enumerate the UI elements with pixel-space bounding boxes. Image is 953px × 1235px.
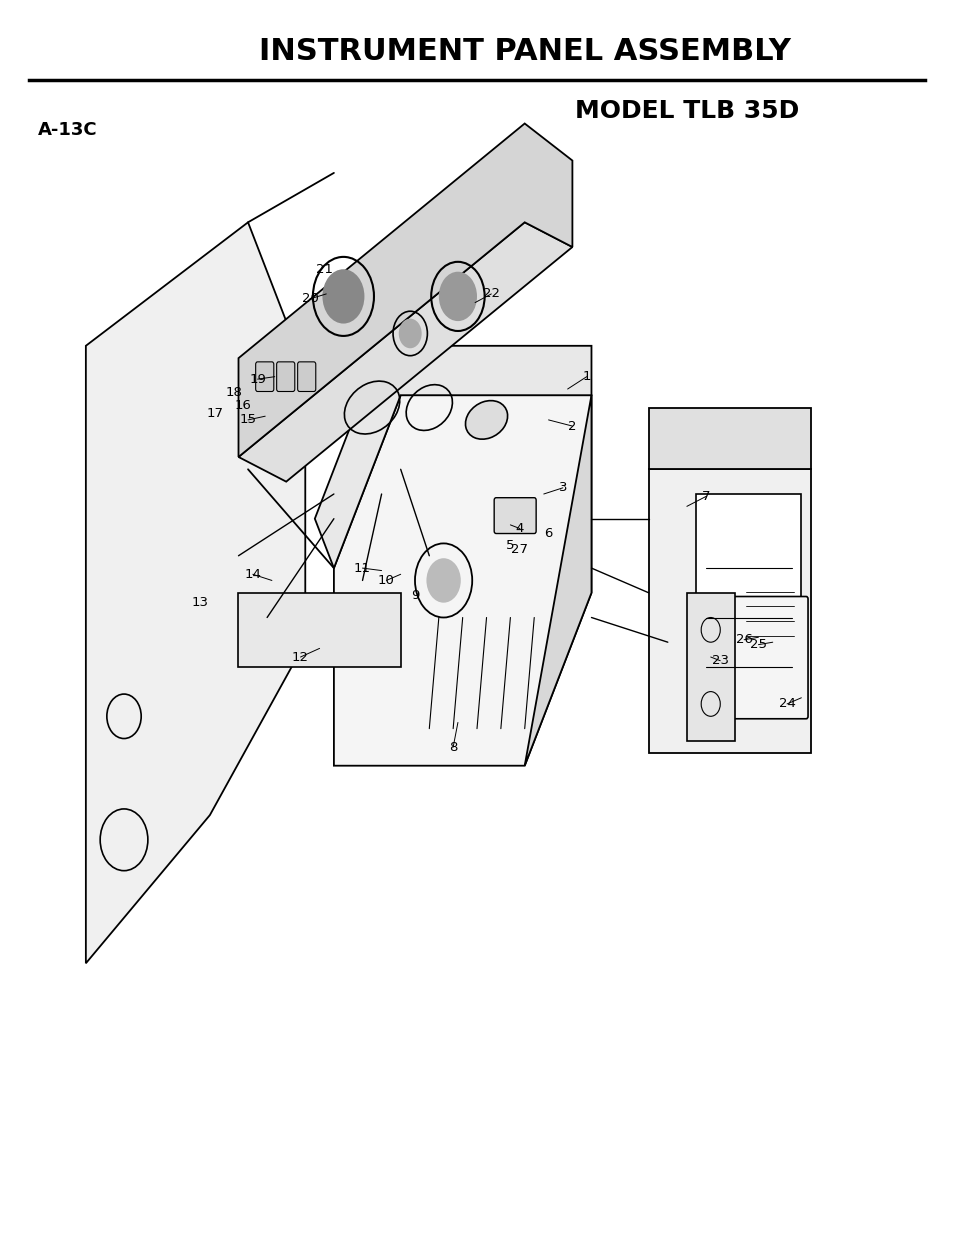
Text: 12: 12	[292, 651, 309, 663]
Ellipse shape	[465, 400, 507, 440]
Text: MODEL TLB 35D: MODEL TLB 35D	[574, 99, 799, 124]
Text: 26: 26	[735, 634, 752, 646]
Polygon shape	[334, 395, 591, 766]
Text: 2: 2	[568, 420, 576, 432]
Polygon shape	[696, 494, 801, 716]
FancyBboxPatch shape	[276, 362, 294, 391]
Text: 18: 18	[225, 387, 242, 399]
Text: 3: 3	[558, 482, 566, 494]
Text: 23: 23	[711, 655, 728, 667]
Text: 7: 7	[701, 490, 709, 503]
Text: 5: 5	[506, 540, 514, 552]
FancyBboxPatch shape	[494, 498, 536, 534]
Text: 9: 9	[411, 589, 418, 601]
Polygon shape	[86, 222, 305, 963]
Circle shape	[322, 269, 364, 324]
Text: 13: 13	[192, 597, 209, 609]
Text: 10: 10	[377, 574, 395, 587]
Text: 4: 4	[516, 522, 523, 535]
Circle shape	[438, 272, 476, 321]
Text: 17: 17	[206, 408, 223, 420]
FancyBboxPatch shape	[732, 597, 807, 719]
Text: 24: 24	[778, 698, 795, 710]
Polygon shape	[648, 469, 810, 753]
Polygon shape	[238, 124, 572, 457]
FancyBboxPatch shape	[255, 362, 274, 391]
Polygon shape	[238, 222, 572, 482]
Circle shape	[398, 319, 421, 348]
Text: 8: 8	[449, 741, 456, 753]
Text: 14: 14	[244, 568, 261, 580]
Polygon shape	[238, 593, 400, 667]
Text: A-13C: A-13C	[38, 121, 98, 138]
Polygon shape	[314, 346, 591, 568]
Text: 19: 19	[249, 373, 266, 385]
Text: INSTRUMENT PANEL ASSEMBLY: INSTRUMENT PANEL ASSEMBLY	[258, 37, 790, 67]
Text: 15: 15	[239, 414, 256, 426]
Text: 1: 1	[582, 370, 590, 383]
Text: 20: 20	[301, 293, 318, 305]
Polygon shape	[648, 408, 810, 469]
Text: 25: 25	[749, 638, 766, 651]
FancyBboxPatch shape	[297, 362, 315, 391]
Circle shape	[426, 558, 460, 603]
Text: 16: 16	[234, 399, 252, 411]
Text: 27: 27	[511, 543, 528, 556]
Text: 22: 22	[482, 288, 499, 300]
Text: 6: 6	[544, 527, 552, 540]
Polygon shape	[524, 395, 591, 766]
Text: 21: 21	[315, 263, 333, 275]
Polygon shape	[686, 593, 734, 741]
Text: 11: 11	[354, 562, 371, 574]
